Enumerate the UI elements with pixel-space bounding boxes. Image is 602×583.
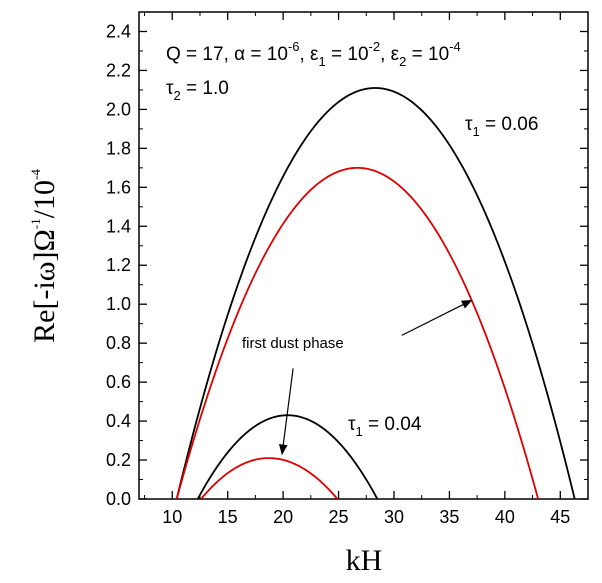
y-tick-label-9: 1.8 — [106, 138, 131, 158]
y-axis-title-base: Re[-iω]Ω — [28, 229, 61, 343]
x-axis-title: kH — [346, 544, 383, 577]
x-tick-label-15: 15 — [218, 507, 238, 527]
y-tick-label-2: 0.4 — [106, 411, 131, 431]
y-axis-title-mid: /10 — [28, 180, 61, 218]
series-group — [175, 87, 576, 499]
y-axis-title: Re[-iω]Ω-1/10-4 — [28, 169, 61, 343]
x-tick-label-45: 45 — [550, 507, 570, 527]
dust-phase-label: first dust phase — [242, 335, 344, 352]
tau2-annotation: τ2 = 1.0 — [166, 78, 229, 103]
param-eps2-val: = 10 — [406, 44, 449, 65]
y-tick-label-1: 0.2 — [106, 450, 131, 470]
param-eps1: , ε — [299, 44, 319, 65]
param-alpha: α = 10 — [234, 44, 288, 65]
x-tick-label-20: 20 — [273, 507, 293, 527]
x-tick-label-35: 35 — [439, 507, 459, 527]
param-eps1-exp: -2 — [369, 39, 381, 54]
y-tick-label-0: 0.0 — [106, 489, 131, 509]
y-tick-label-11: 2.2 — [106, 60, 131, 80]
ticks-group: 10 15 20 25 30 35 40 45 0.0 0.2 0.4 0.6 0.8 1.0 1.2 1.4… — [106, 12, 588, 527]
series-line-0 — [175, 87, 576, 499]
y-tick-label-8: 1.6 — [106, 177, 131, 197]
param-eps2: , ε — [380, 44, 400, 65]
tau1-low-sym: τ — [348, 414, 356, 435]
y-axis-title-sup1: -1 — [28, 218, 43, 229]
tau1-low-sub: 1 — [356, 424, 363, 439]
x-tick-label-25: 25 — [329, 507, 349, 527]
x-tick-label-30: 30 — [384, 507, 404, 527]
tau2-val: = 1.0 — [181, 78, 229, 99]
plot-frame — [138, 11, 589, 500]
param-eps2-sub: 2 — [399, 54, 406, 69]
y-axis-title-sup2: -4 — [28, 169, 43, 180]
series-line-1 — [175, 166, 539, 499]
tau1-high-val: = 0.06 — [480, 114, 539, 135]
tau1-high-sym: τ — [465, 114, 473, 135]
series-line-3 — [200, 457, 339, 499]
y-tick-label-12: 2.4 — [106, 21, 131, 41]
tau1-low-val: = 0.04 — [363, 414, 422, 435]
param-q: Q = 17, — [166, 44, 234, 65]
params-annotation: Q = 17, α = 10-6, ε1 = 10-2, ε2 = 10-4 — [166, 39, 461, 69]
param-eps2-exp: -4 — [449, 39, 461, 54]
y-tick-label-7: 1.4 — [106, 216, 131, 236]
param-eps1-val: = 10 — [326, 44, 369, 65]
param-alpha-exp: -6 — [288, 39, 300, 54]
y-tick-label-5: 1.0 — [106, 294, 131, 314]
x-tick-label-40: 40 — [495, 507, 515, 527]
param-eps1-sub: 1 — [319, 54, 326, 69]
y-tick-label-3: 0.6 — [106, 372, 131, 392]
tau1-high-sub: 1 — [473, 124, 480, 139]
arrows-group — [278, 299, 473, 456]
tau1-high-annotation: τ1 = 0.06 — [465, 114, 538, 139]
y-tick-label-4: 0.8 — [106, 333, 131, 353]
annotation-arrow-1 — [278, 368, 294, 456]
x-tick-label-10: 10 — [162, 507, 182, 527]
y-tick-label-10: 2.0 — [106, 99, 131, 119]
y-tick-label-6: 1.2 — [106, 255, 131, 275]
tau2-sub: 2 — [174, 88, 181, 103]
tau2-sym: τ — [166, 78, 174, 99]
tau1-low-annotation: τ1 = 0.04 — [348, 414, 422, 439]
annotation-arrow-0 — [401, 299, 473, 336]
